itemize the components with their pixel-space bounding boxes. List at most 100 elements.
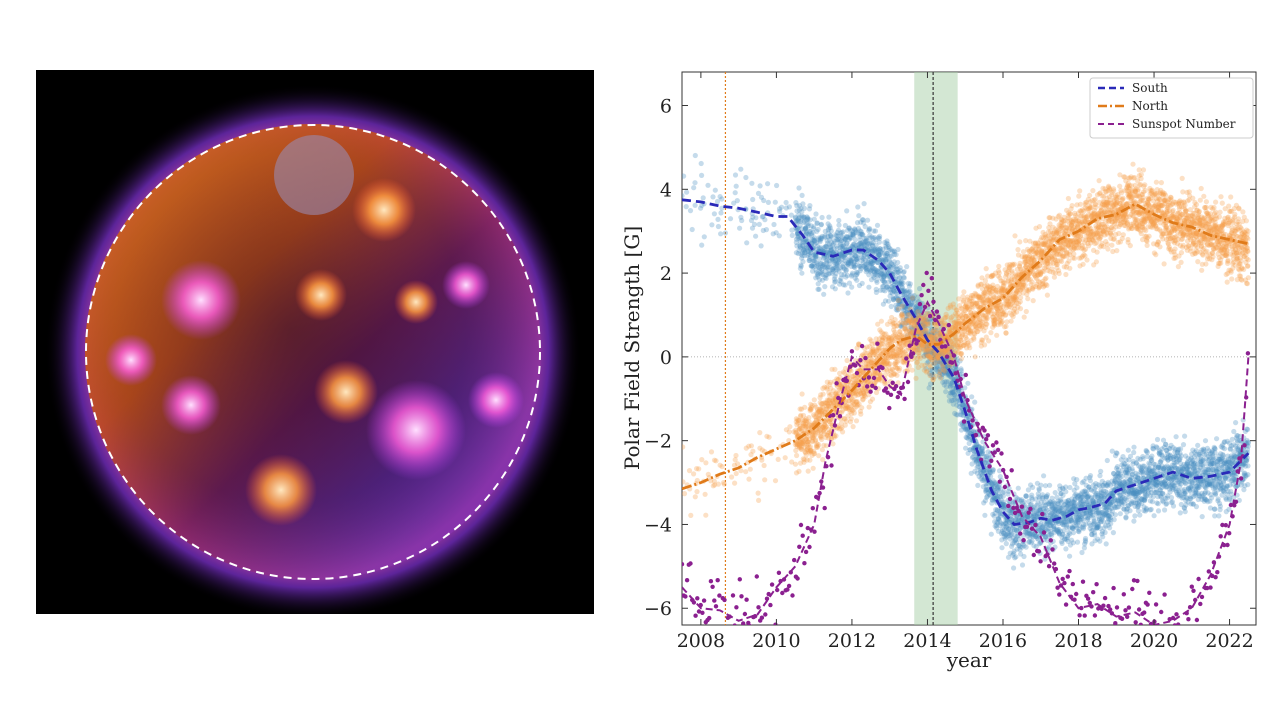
south-point (898, 268, 904, 274)
south-point (847, 227, 854, 233)
south-point (826, 214, 832, 220)
south-point (939, 351, 946, 357)
south-point (911, 298, 917, 304)
south-point (1023, 544, 1029, 550)
south-point (861, 242, 867, 248)
south-point (951, 394, 957, 400)
south-point (858, 266, 864, 272)
south-point (879, 284, 886, 290)
south-point (926, 385, 932, 391)
south-point (777, 208, 783, 214)
south-point (850, 241, 857, 247)
south-point (871, 269, 877, 275)
south-point (794, 227, 800, 233)
south-point (917, 286, 923, 292)
south-point (931, 357, 938, 363)
south-point (822, 228, 828, 234)
south-point (698, 205, 704, 211)
south-point (949, 379, 956, 385)
south-point (906, 283, 912, 289)
south-point (929, 340, 935, 346)
south-point (803, 231, 809, 237)
south-point (922, 320, 928, 326)
south-point (902, 289, 908, 295)
south-point (825, 230, 831, 236)
south-point (793, 200, 799, 206)
south-point (924, 319, 930, 325)
south-point (811, 237, 817, 244)
south-point (921, 317, 927, 323)
south-point (1015, 485, 1021, 491)
south-point (828, 250, 834, 256)
south-point (856, 282, 863, 289)
south-point (824, 259, 830, 265)
south-point (854, 271, 860, 277)
south-point (909, 301, 915, 307)
south-point (896, 296, 903, 302)
south-point (1177, 510, 1183, 516)
south-point (844, 240, 850, 246)
south-point (889, 284, 895, 290)
north-point (807, 457, 813, 463)
south-point (772, 199, 778, 205)
south-point (891, 263, 897, 269)
south-point (701, 234, 707, 240)
south-point (939, 347, 945, 353)
south-point (838, 265, 844, 271)
south-point (879, 257, 885, 263)
north-point (747, 466, 753, 472)
south-point (1199, 514, 1205, 520)
south-point (868, 259, 874, 265)
south-point (909, 302, 915, 308)
south-point (1215, 496, 1221, 502)
south-point (844, 208, 850, 214)
south-point (863, 235, 869, 241)
south-point (924, 349, 930, 355)
south-point (797, 243, 803, 249)
south-point (825, 234, 831, 240)
south-point (906, 294, 912, 300)
south-point (868, 277, 875, 283)
south-point (827, 232, 834, 238)
south-point (852, 237, 859, 243)
south-point (863, 257, 869, 264)
south-point (931, 360, 937, 367)
south-point (880, 271, 886, 277)
south-point (868, 268, 874, 274)
south-point (807, 229, 813, 235)
south-point (876, 252, 882, 258)
south-point (813, 253, 819, 260)
south-point (943, 364, 949, 370)
south-point (851, 252, 857, 258)
south-point (925, 352, 931, 358)
south-point (933, 354, 939, 360)
south-point (813, 275, 819, 281)
south-point (807, 256, 813, 262)
south-point (890, 296, 897, 303)
south-point (901, 292, 907, 298)
south-point (815, 272, 821, 278)
south-point (1154, 436, 1161, 443)
south-point (830, 249, 836, 255)
polar-field-chart: 2008 2010 2012 2014 2016 2018 2020 2022−6−4−202… (620, 71, 1257, 672)
south-point (952, 392, 958, 398)
north-point (805, 468, 811, 474)
south-point (687, 208, 694, 214)
south-point (872, 228, 879, 234)
south-point (908, 331, 914, 337)
south-point (848, 235, 854, 241)
south-point (867, 269, 873, 275)
south-point (867, 235, 873, 241)
south-point (683, 204, 689, 210)
south-point (891, 282, 897, 288)
south-point (893, 264, 899, 270)
south-point (813, 253, 819, 259)
south-point (880, 246, 886, 252)
south-point (886, 286, 892, 292)
south-point (916, 308, 922, 314)
south-point (801, 214, 807, 220)
south-point (833, 233, 839, 239)
south-point (1233, 420, 1239, 426)
south-point (893, 274, 899, 280)
south-point (843, 268, 849, 274)
